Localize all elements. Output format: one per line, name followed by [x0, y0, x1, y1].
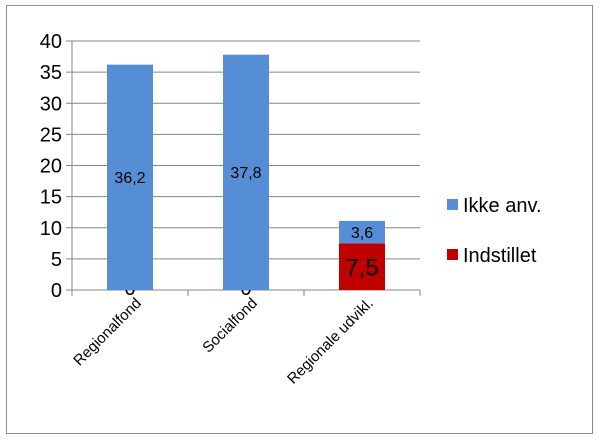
y-tick-label: 10 [40, 218, 62, 240]
bar-indstillet [339, 243, 385, 290]
x-category-label: Regionalfond [70, 295, 145, 370]
y-tick-label: 15 [40, 187, 62, 209]
y-tick-label: 35 [40, 62, 62, 84]
y-tick-label: 5 [51, 249, 62, 271]
legend-label: Ikke anv. [463, 195, 542, 217]
y-tick-label: 25 [40, 124, 62, 146]
x-category-label: Regionale udvikl. [284, 295, 377, 388]
x-category-label: Socialfond [199, 295, 261, 357]
chart-frame [6, 5, 593, 434]
bar-ikke-anv [223, 54, 269, 290]
legend-swatch [447, 249, 458, 260]
bar-ikke-anv [339, 220, 385, 244]
bar-ikke-anv [107, 64, 153, 290]
data-label: 3,6 [351, 225, 373, 242]
y-tick-label: 0 [51, 280, 62, 302]
y-tick-label: 20 [40, 156, 62, 178]
data-label: 36,2 [114, 170, 145, 187]
legend-swatch [447, 199, 458, 210]
y-tick-label: 40 [40, 31, 62, 53]
data-label: 7,5 [345, 254, 378, 281]
legend-label: Indstillet [463, 245, 537, 267]
data-label: 37,8 [230, 165, 261, 182]
y-tick-label: 30 [40, 93, 62, 115]
